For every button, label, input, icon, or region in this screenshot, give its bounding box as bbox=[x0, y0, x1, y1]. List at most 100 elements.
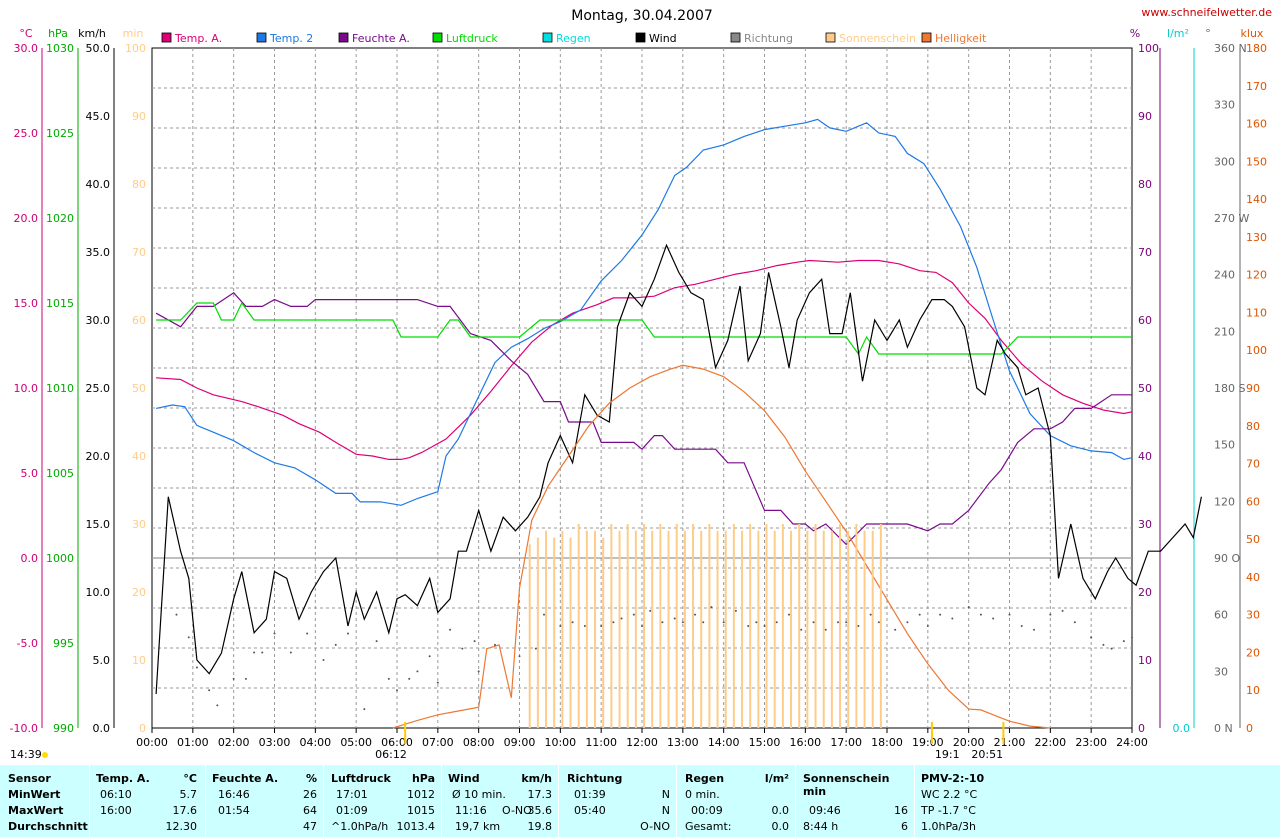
temp-tick-label: -5.0 bbox=[17, 637, 38, 650]
wind-tick-label: 25.0 bbox=[86, 382, 111, 395]
legend-swatch bbox=[635, 32, 646, 43]
sunshine-avg: 6 bbox=[901, 820, 908, 833]
legend-label: Temp. 2 bbox=[269, 32, 313, 45]
temp-max: 17.6 bbox=[172, 804, 198, 817]
direction-point bbox=[244, 677, 247, 680]
direction-point bbox=[894, 628, 897, 631]
temp-tick-label: 10.0 bbox=[14, 382, 39, 395]
direction-point bbox=[1090, 636, 1093, 639]
series-feuchte-a- bbox=[155, 292, 1132, 546]
direction-point bbox=[1020, 625, 1023, 627]
humidity-tick-label: 20 bbox=[1138, 586, 1152, 599]
weather-chart: Montag, 30.04.2007 www.schneifelwetter.d… bbox=[10, 6, 1273, 761]
x-tick-label: 23:00 bbox=[1075, 736, 1107, 749]
minutes-tick-label: 20 bbox=[132, 586, 146, 599]
direction-tick-label: 240 bbox=[1214, 269, 1235, 282]
x-tick-label: 00:00 bbox=[136, 736, 168, 749]
stats-pressure: Luftdruck hPa 17:01 1012 01:09 1015 ^1.0… bbox=[323, 765, 441, 837]
stats-pmv: PMV-2:-10 WC 2.2 °C TP -1.7 °C 1.0hPa/3h bbox=[914, 765, 1280, 837]
direction-point bbox=[775, 621, 778, 624]
legend-label: Richtung bbox=[744, 32, 793, 45]
light-tick-label: 40 bbox=[1246, 571, 1260, 584]
direction-point bbox=[1122, 640, 1125, 643]
temp-unit: °C bbox=[19, 27, 33, 40]
direction-point bbox=[812, 621, 815, 624]
temp-tick-label: 25.0 bbox=[14, 127, 39, 140]
series-temp-a- bbox=[156, 259, 1133, 460]
light-tick-label: 0 bbox=[1246, 722, 1253, 735]
x-tick-label: 08:00 bbox=[463, 736, 495, 749]
direction-point bbox=[273, 632, 276, 635]
series-luftdruck bbox=[156, 301, 1132, 356]
minutes-tick-label: 10 bbox=[132, 654, 146, 667]
sunset-label-a: 19:1 bbox=[935, 748, 960, 761]
x-tick-label: 13:00 bbox=[667, 736, 699, 749]
x-tick-label: 15:00 bbox=[749, 736, 781, 749]
direction-tick-label: 120 bbox=[1214, 495, 1235, 508]
direction-point bbox=[306, 632, 309, 635]
humidity-tick-label: 30 bbox=[1138, 518, 1152, 531]
sunset-label-b: 20:51 bbox=[971, 748, 1003, 761]
direction-point bbox=[906, 621, 909, 624]
direction-point bbox=[1110, 647, 1113, 650]
direction-point bbox=[857, 625, 860, 627]
humidity-tick-label: 70 bbox=[1138, 246, 1152, 259]
wind-tick-label: 0.0 bbox=[93, 722, 111, 735]
direction-point bbox=[375, 640, 378, 643]
direction-point bbox=[289, 651, 292, 654]
legend-label: Helligkeit bbox=[935, 32, 987, 45]
minutes-tick-label: 70 bbox=[132, 246, 146, 259]
direction-point bbox=[534, 647, 537, 650]
direction-point bbox=[1008, 613, 1011, 616]
light-tick-label: 80 bbox=[1246, 420, 1260, 433]
direction-point bbox=[449, 628, 452, 631]
wind-tick-label: 30.0 bbox=[86, 314, 111, 327]
legend-swatch bbox=[256, 32, 267, 43]
direction-point bbox=[208, 689, 211, 692]
pressure-tick-label: 1005 bbox=[46, 467, 74, 480]
direction-point bbox=[869, 613, 872, 616]
direction-tick-label: 150 bbox=[1214, 439, 1235, 452]
sunshine-total: 8:44 h bbox=[803, 820, 839, 833]
pressure-tick-label: 1015 bbox=[46, 297, 74, 310]
x-tick-label: 21:00 bbox=[994, 736, 1026, 749]
minutes-tick-label: 30 bbox=[132, 518, 146, 531]
direction-tick-label: 360 N bbox=[1214, 42, 1247, 55]
pressure-title: Luftdruck bbox=[331, 772, 391, 785]
x-tick-label: 22:00 bbox=[1034, 736, 1066, 749]
direction-point bbox=[1131, 636, 1133, 639]
pressure-avg: 1013.4 bbox=[396, 820, 436, 833]
direction-point bbox=[837, 621, 839, 624]
website-link[interactable]: www.schneifelwetter.de bbox=[1141, 6, 1272, 19]
direction-tick-label: 210 bbox=[1214, 325, 1235, 338]
direction-point bbox=[992, 617, 995, 620]
legend-swatch bbox=[161, 32, 172, 43]
direction-point bbox=[926, 625, 929, 627]
direction-point bbox=[1102, 643, 1105, 646]
temp-tick-label: 30.0 bbox=[14, 42, 39, 55]
sunshine-max-time: 09:46 bbox=[809, 804, 841, 817]
direction-point bbox=[1061, 609, 1064, 612]
pmv-wc: WC 2.2 °C bbox=[921, 788, 978, 801]
direction-point bbox=[187, 636, 190, 639]
wind-avg10: 17.3 bbox=[527, 788, 553, 801]
direction-point bbox=[363, 708, 366, 711]
pressure-tick-label: 1010 bbox=[46, 382, 74, 395]
light-tick-label: 50 bbox=[1246, 533, 1260, 546]
pressure-tick-label: 1020 bbox=[46, 212, 74, 225]
sensor-label: Sensor bbox=[8, 772, 51, 785]
pmv-title: PMV-2:-10 bbox=[921, 772, 985, 785]
direction-point bbox=[216, 704, 219, 707]
pmv-tp: TP -1.7 °C bbox=[921, 804, 976, 817]
light-tick-label: 120 bbox=[1246, 269, 1267, 282]
direction-point bbox=[824, 628, 827, 631]
wind-avg10-label: Ø 10 min. bbox=[452, 788, 506, 801]
legend: Temp. A. Temp. 2 Feuchte A. Luftdruck Regen W… bbox=[161, 32, 987, 45]
direction-point bbox=[600, 625, 603, 627]
stats-humidity: Feuchte A. % 16:46 26 01:54 64 47 bbox=[205, 765, 323, 837]
direction-tick-label: 270 W bbox=[1214, 212, 1249, 225]
sunrise-label: 06:12 bbox=[375, 748, 407, 761]
minutes-tick-label: 40 bbox=[132, 450, 146, 463]
minutes-tick-label: 60 bbox=[132, 314, 146, 327]
light-tick-label: 180 bbox=[1246, 42, 1267, 55]
